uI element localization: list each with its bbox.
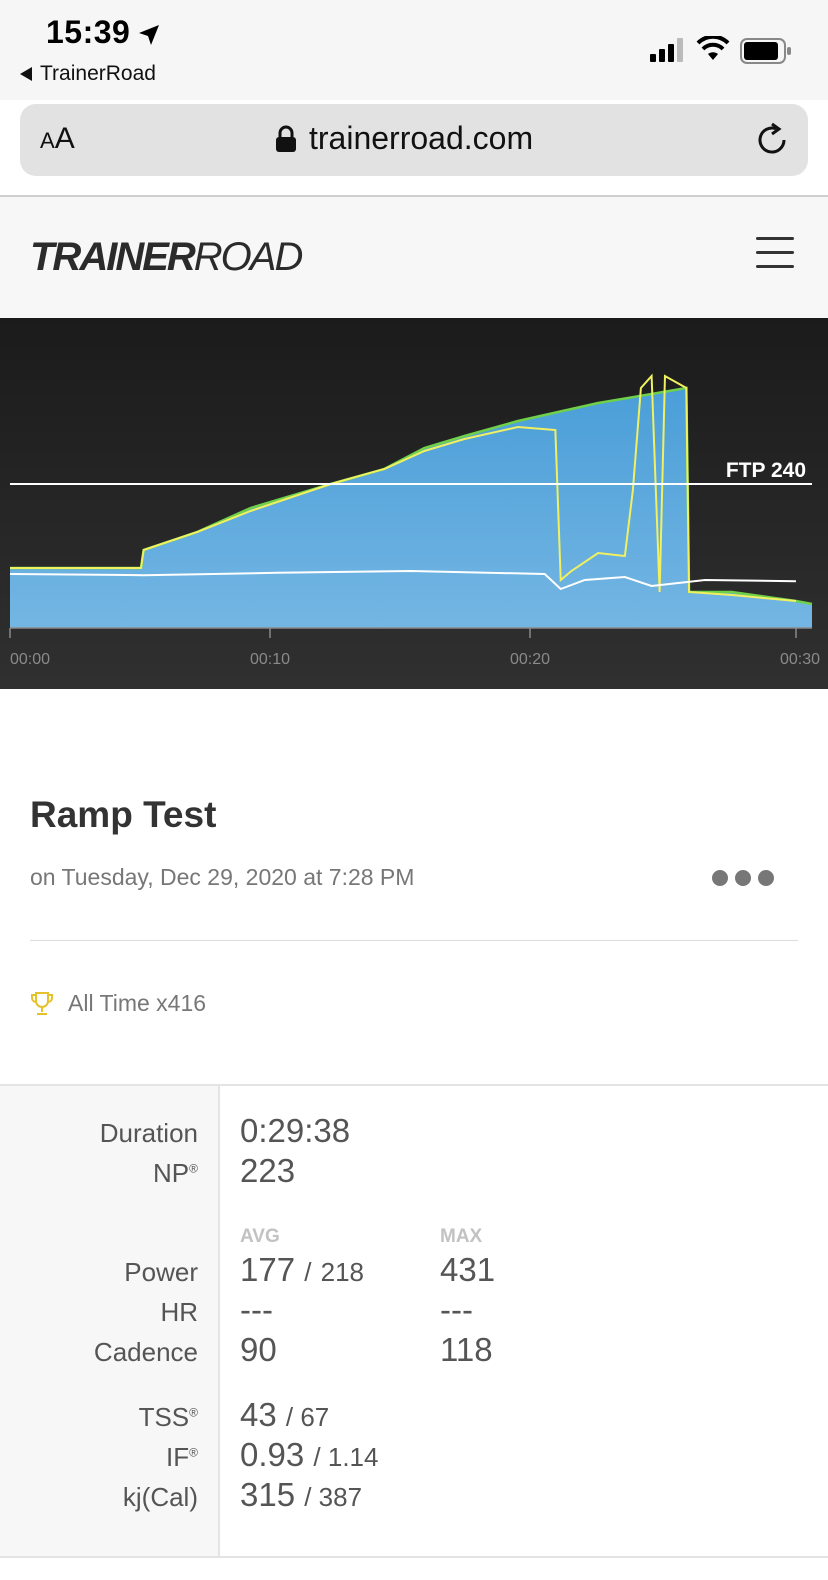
text-size-button[interactable]: AA bbox=[40, 122, 75, 155]
browser-divider bbox=[0, 195, 828, 197]
hr-label: HR bbox=[160, 1297, 198, 1327]
if-label: IF® bbox=[166, 1442, 198, 1472]
kj-alt: / 387 bbox=[304, 1482, 363, 1512]
if: 0.93 bbox=[240, 1436, 305, 1473]
np-label-text: NP bbox=[153, 1158, 190, 1188]
all-time-record: All Time x416 bbox=[30, 990, 206, 1017]
lock-icon bbox=[276, 125, 296, 152]
np-value: 223 bbox=[240, 1152, 296, 1189]
logo-light-part: ROAD bbox=[193, 235, 304, 279]
if-alt: / 1.14 bbox=[313, 1442, 379, 1472]
np-label: NP® bbox=[153, 1158, 198, 1188]
kj-label: kj(Cal) bbox=[122, 1482, 198, 1512]
power-sep: / bbox=[304, 1257, 312, 1287]
power-avg-value: 177 / 218 bbox=[240, 1251, 364, 1289]
wifi-icon bbox=[696, 36, 730, 60]
power-max-value: 431 bbox=[440, 1251, 496, 1288]
menu-hamburger-icon[interactable] bbox=[756, 237, 794, 269]
tss-label-text: TSS bbox=[138, 1402, 190, 1432]
kj: 315 bbox=[240, 1476, 296, 1513]
status-time: 15:39 bbox=[46, 14, 131, 50]
x-tick-label: 00:00 bbox=[10, 651, 50, 668]
cadence-label: Cadence bbox=[93, 1337, 198, 1367]
battery-icon bbox=[740, 38, 791, 64]
workout-stats-table: Duration 0:29:38 NP® 223 AVG MAX Power 1… bbox=[0, 1084, 828, 1558]
actual-power-line bbox=[10, 373, 797, 602]
cellular-signal-icon bbox=[650, 38, 683, 62]
location-arrow-icon bbox=[139, 25, 159, 45]
duration-value: 0:29:38 bbox=[240, 1112, 351, 1149]
x-tick-label: 00:10 bbox=[250, 651, 290, 668]
cadence-max-value: 118 bbox=[440, 1331, 493, 1368]
cadence-line bbox=[9, 569, 796, 591]
logo-bold-part: TRAINER bbox=[30, 235, 196, 279]
chart-svg: FTP 240 00:00 00:10 00:20 00:30 bbox=[9, 373, 820, 668]
workout-title: Ramp Test bbox=[30, 794, 217, 835]
power-area bbox=[10, 388, 812, 628]
ios-status-bar: 15:39 TrainerRoad AA trainerroad.com bbox=[0, 0, 828, 176]
max-header: MAX bbox=[440, 1226, 483, 1247]
ftp-label: FTP 240 bbox=[726, 459, 806, 482]
x-tick-label: 00:20 bbox=[510, 651, 550, 668]
browser-address-bar[interactable]: AA trainerroad.com bbox=[20, 104, 808, 176]
hr-avg-value: --- bbox=[240, 1291, 273, 1328]
trainerroad-logo[interactable]: TRAINERROAD bbox=[30, 235, 304, 280]
url-text: trainerroad.com bbox=[309, 120, 534, 156]
tss-value: 43 / 67 bbox=[240, 1396, 329, 1434]
stats-label-column bbox=[0, 1086, 220, 1556]
tss-alt: / 67 bbox=[285, 1402, 330, 1432]
section-divider bbox=[30, 940, 798, 941]
workout-date: on Tuesday, Dec 29, 2020 at 7:28 PM bbox=[30, 864, 415, 890]
if-label-text: IF bbox=[166, 1442, 190, 1472]
tss: 43 bbox=[240, 1396, 277, 1433]
back-triangle-icon bbox=[20, 67, 32, 81]
power-avg-alt: 218 bbox=[320, 1257, 365, 1287]
record-label: All Time x416 bbox=[68, 990, 207, 1016]
duration-label: Duration bbox=[99, 1118, 198, 1148]
reload-icon[interactable] bbox=[754, 122, 790, 158]
hr-max-value: --- bbox=[440, 1291, 473, 1328]
x-tick-label: 00:30 bbox=[780, 651, 820, 668]
if-value: 0.93 / 1.14 bbox=[240, 1436, 378, 1474]
workout-power-chart: FTP 240 00:00 00:10 00:20 00:30 bbox=[0, 318, 828, 689]
kj-value: 315 / 387 bbox=[240, 1476, 362, 1514]
site-header: TRAINERROAD bbox=[0, 197, 828, 318]
trophy-icon bbox=[31, 991, 53, 1015]
power-label: Power bbox=[124, 1257, 198, 1287]
more-options-button[interactable] bbox=[712, 870, 774, 886]
avg-header: AVG bbox=[240, 1226, 280, 1247]
cadence-avg-value: 90 bbox=[240, 1331, 277, 1368]
back-to-app-link[interactable]: TrainerRoad bbox=[20, 62, 156, 86]
tss-label: TSS® bbox=[138, 1402, 198, 1432]
power-avg: 177 bbox=[240, 1251, 296, 1288]
back-app-label: TrainerRoad bbox=[40, 62, 156, 85]
